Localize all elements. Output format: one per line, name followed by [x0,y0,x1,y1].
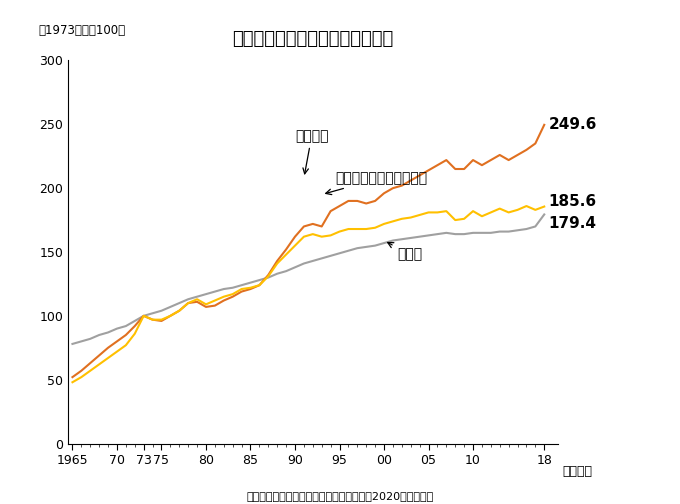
Text: 179.4: 179.4 [549,216,596,231]
Text: 249.6: 249.6 [549,117,597,133]
Text: 世帯数: 世帯数 [388,242,422,262]
Text: 家庭部門エネルギー消費: 家庭部門エネルギー消費 [326,171,427,195]
Text: 185.6: 185.6 [549,194,597,209]
Title: 家庭部門におけるエネルギー消費: 家庭部門におけるエネルギー消費 [232,30,394,48]
Text: 出所：資源エネルギー庁「エネルギー白書2020」より作成: 出所：資源エネルギー庁「エネルギー白書2020」より作成 [246,491,434,501]
Text: （年度）: （年度） [562,465,592,478]
Text: （1973年度＝100）: （1973年度＝100） [39,25,126,37]
Text: 個人消費: 個人消費 [295,129,328,174]
